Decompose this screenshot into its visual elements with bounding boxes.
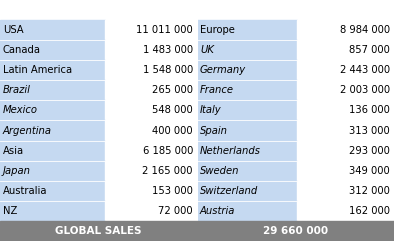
Bar <box>105 60 197 80</box>
Bar <box>197 100 297 120</box>
Text: Spain: Spain <box>200 126 228 135</box>
Text: Latin America: Latin America <box>3 65 72 75</box>
Bar <box>105 221 197 241</box>
Text: 857 000: 857 000 <box>349 45 390 55</box>
Text: 6 185 000: 6 185 000 <box>143 146 193 156</box>
Bar <box>0 181 105 201</box>
Bar <box>297 80 394 100</box>
Bar <box>105 141 197 161</box>
Bar <box>197 120 297 141</box>
Text: 153 000: 153 000 <box>152 186 193 196</box>
Text: 72 000: 72 000 <box>158 206 193 216</box>
Text: 213 000: 213 000 <box>152 226 193 236</box>
Text: France: France <box>200 85 234 95</box>
Bar <box>297 201 394 221</box>
Text: Finland: Finland <box>200 226 236 236</box>
Bar <box>297 120 394 141</box>
Bar <box>197 201 297 221</box>
Bar <box>197 141 297 161</box>
Text: 8 984 000: 8 984 000 <box>340 25 390 35</box>
Text: 29 660 000: 29 660 000 <box>263 226 328 236</box>
Bar <box>105 20 197 40</box>
Bar <box>197 181 297 201</box>
Bar <box>297 20 394 40</box>
Text: Switzerland: Switzerland <box>200 186 258 196</box>
Bar <box>0 60 105 80</box>
Text: 2 165 000: 2 165 000 <box>143 166 193 176</box>
Bar <box>0 221 394 241</box>
Text: 312 000: 312 000 <box>349 186 390 196</box>
Bar <box>297 60 394 80</box>
Bar <box>105 161 197 181</box>
Bar <box>197 40 297 60</box>
Bar <box>197 80 297 100</box>
Bar <box>105 120 197 141</box>
Bar <box>197 60 297 80</box>
Bar <box>297 221 394 241</box>
Text: Italy: Italy <box>200 105 221 115</box>
Bar <box>297 141 394 161</box>
Text: 136 000: 136 000 <box>349 105 390 115</box>
Bar <box>0 20 105 40</box>
Bar <box>0 161 105 181</box>
Bar <box>0 141 105 161</box>
Bar <box>0 80 105 100</box>
Text: ROW: ROW <box>3 226 28 236</box>
Text: Europe: Europe <box>200 25 235 35</box>
Text: Brazil: Brazil <box>3 85 31 95</box>
Text: Australia: Australia <box>3 186 48 196</box>
Text: Argentina: Argentina <box>3 126 52 135</box>
Text: Japan: Japan <box>3 166 31 176</box>
Text: UK: UK <box>200 45 214 55</box>
Text: 349 000: 349 000 <box>349 166 390 176</box>
Text: 313 000: 313 000 <box>349 126 390 135</box>
Bar <box>105 80 197 100</box>
Text: 265 000: 265 000 <box>152 85 193 95</box>
Bar <box>0 100 105 120</box>
Bar <box>105 40 197 60</box>
Text: 1 483 000: 1 483 000 <box>143 45 193 55</box>
Bar <box>297 161 394 181</box>
Bar <box>0 221 105 241</box>
Bar <box>0 201 105 221</box>
Text: 1 548 000: 1 548 000 <box>143 65 193 75</box>
Bar <box>105 181 197 201</box>
Text: Asia: Asia <box>3 146 24 156</box>
Text: GLOBAL SALES: GLOBAL SALES <box>55 226 142 236</box>
Text: 2 003 000: 2 003 000 <box>340 85 390 95</box>
Text: NZ: NZ <box>3 206 17 216</box>
Bar <box>197 221 297 241</box>
Text: 2 443 000: 2 443 000 <box>340 65 390 75</box>
Text: Sweden: Sweden <box>200 166 240 176</box>
Text: 11 011 000: 11 011 000 <box>136 25 193 35</box>
Text: Austria: Austria <box>200 206 235 216</box>
Bar <box>197 20 297 40</box>
Bar <box>0 40 105 60</box>
Text: Mexico: Mexico <box>3 105 38 115</box>
Text: 162 000: 162 000 <box>349 206 390 216</box>
Text: 293 000: 293 000 <box>349 146 390 156</box>
Bar <box>105 100 197 120</box>
Bar <box>297 181 394 201</box>
Bar <box>0 120 105 141</box>
Text: Canada: Canada <box>3 45 41 55</box>
Bar <box>105 201 197 221</box>
Bar <box>197 161 297 181</box>
Text: USA: USA <box>3 25 24 35</box>
Text: 175 000: 175 000 <box>349 226 390 236</box>
Text: Netherlands: Netherlands <box>200 146 261 156</box>
Text: Germany: Germany <box>200 65 246 75</box>
Text: 548 000: 548 000 <box>152 105 193 115</box>
Bar <box>297 40 394 60</box>
Bar <box>297 100 394 120</box>
Text: 400 000: 400 000 <box>152 126 193 135</box>
